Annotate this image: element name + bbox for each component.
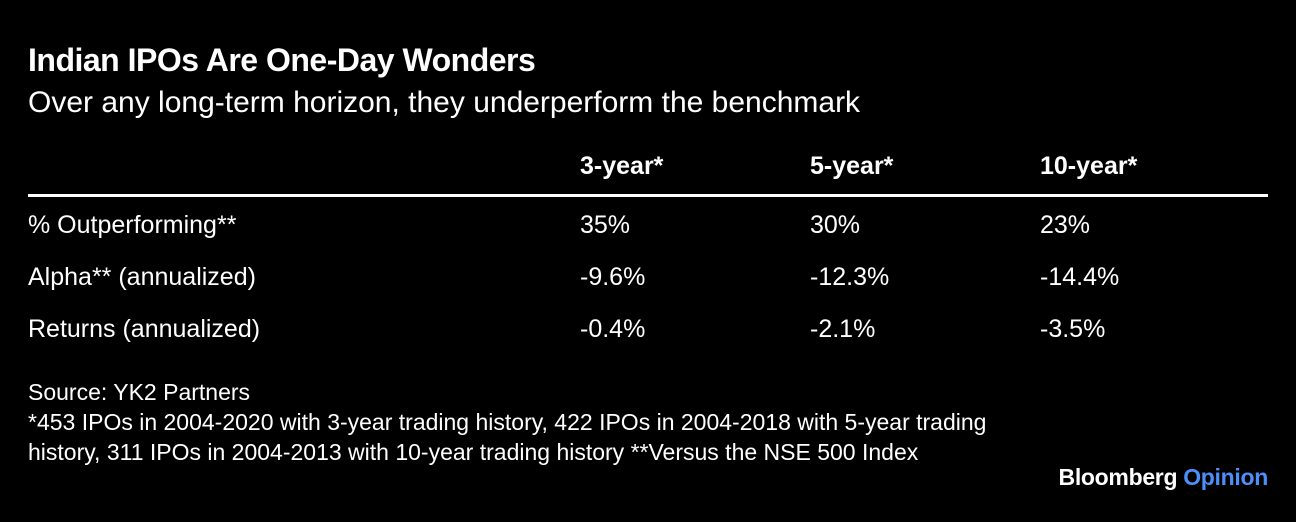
row-label: Alpha** (annualized) — [28, 263, 256, 291]
methodology-note: *453 IPOs in 2004-2020 with 3-year tradi… — [28, 409, 987, 465]
table-cell: 23% — [1040, 211, 1091, 239]
column-header-5-year: 5-year* — [810, 152, 894, 180]
bloomberg-opinion-logo: Bloomberg Opinion — [1058, 464, 1269, 491]
footnotes: Source: YK2 Partners *453 IPOs in 2004-2… — [28, 377, 1038, 467]
source-note: Source: YK2 Partners — [28, 379, 251, 405]
data-table: 3-year* 5-year* 10-year* % Outperforming… — [28, 148, 1268, 361]
table-cell: -14.4% — [1040, 263, 1120, 291]
table-cell: -0.4% — [580, 315, 646, 343]
brand-name: Bloomberg — [1058, 464, 1178, 490]
row-label: Returns (annualized) — [28, 315, 261, 343]
table-cell: -12.3% — [810, 263, 890, 291]
table-cell: 30% — [810, 211, 861, 239]
table-row-returns: Returns (annualized) -0.4% -2.1% -3.5% — [28, 309, 1268, 361]
chart-title: Indian IPOs Are One-Day Wonders — [28, 42, 536, 78]
table-row-alpha: Alpha** (annualized) -9.6% -12.3% -14.4% — [28, 257, 1268, 309]
table-cell: 35% — [580, 211, 631, 239]
table-cell: -3.5% — [1040, 315, 1106, 343]
column-header-10-year: 10-year* — [1040, 152, 1138, 180]
table-cell: -9.6% — [580, 263, 646, 291]
table-cell: -2.1% — [810, 315, 876, 343]
row-label: % Outperforming** — [28, 211, 237, 239]
column-header-3-year: 3-year* — [580, 152, 664, 180]
chart-subtitle: Over any long-term horizon, they underpe… — [28, 86, 861, 119]
brand-section: Opinion — [1183, 464, 1268, 490]
table-row-outperforming: % Outperforming** 35% 30% 23% — [28, 205, 1268, 257]
table-header: 3-year* 5-year* 10-year* — [28, 148, 1268, 197]
